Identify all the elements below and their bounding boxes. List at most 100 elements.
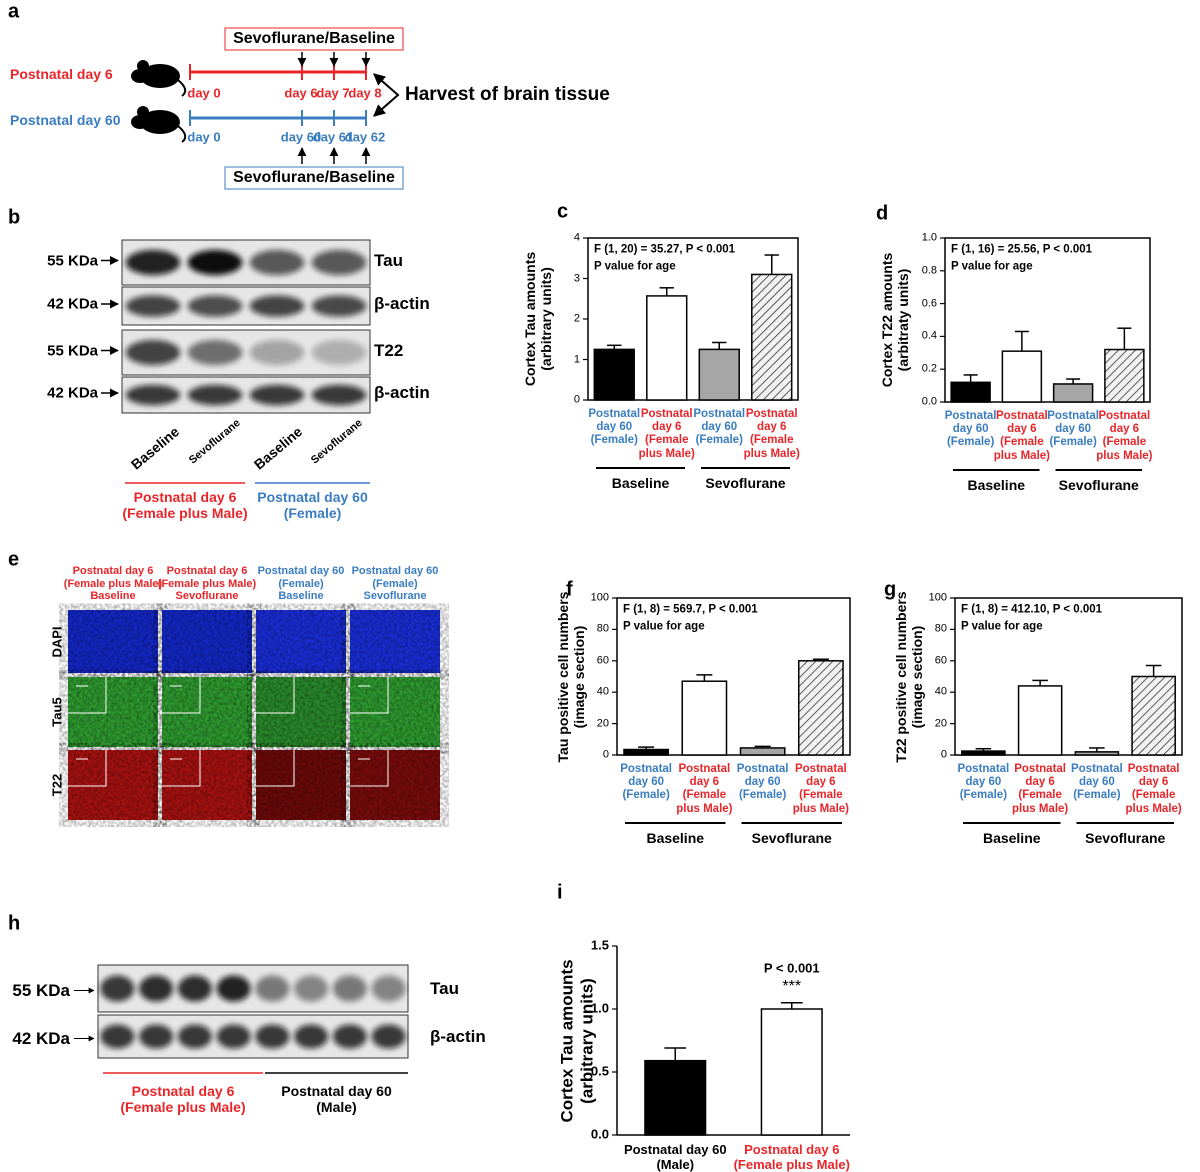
micrograph-texture bbox=[162, 750, 252, 820]
micrograph-texture bbox=[350, 610, 440, 673]
blot-band bbox=[311, 384, 367, 406]
protein-label: β-actin bbox=[374, 294, 430, 314]
row-label: T22 bbox=[49, 773, 65, 797]
bar bbox=[1074, 751, 1120, 756]
mw-label: 55 KDa bbox=[47, 341, 98, 359]
y-tick-label: 40 bbox=[934, 685, 947, 698]
y-tick-label: 1.5 bbox=[590, 937, 609, 953]
x-tick-label: Postnatal day 60 (Female) bbox=[736, 763, 789, 802]
bar bbox=[698, 348, 740, 401]
blot-band bbox=[371, 975, 406, 1002]
day-label: day 8 bbox=[348, 85, 382, 101]
x-tick-label: Postnatal day 60 (Female) bbox=[1070, 763, 1123, 802]
y-tick-label: 0 bbox=[573, 393, 580, 406]
bar bbox=[1131, 675, 1176, 756]
bar bbox=[760, 1008, 823, 1136]
y-tick-label: 0.0 bbox=[921, 395, 937, 408]
group-label: Sevoflurane bbox=[751, 829, 832, 846]
group-label: Baseline bbox=[982, 829, 1041, 846]
blot-band bbox=[249, 249, 305, 276]
blot-band bbox=[125, 339, 181, 366]
stat-note: P value for age bbox=[951, 260, 1033, 273]
group-label: Postnatal day 60 (Male) bbox=[281, 1082, 392, 1115]
blot-band bbox=[249, 384, 305, 406]
inset-box bbox=[162, 677, 201, 714]
blot-band bbox=[177, 975, 212, 1002]
blot-band bbox=[332, 1024, 367, 1049]
y-tick-label: 60 bbox=[596, 654, 609, 667]
bar bbox=[961, 750, 1006, 756]
protein-label: Tau bbox=[430, 978, 459, 998]
x-tick-label: Postnatal day 60 (Female) bbox=[1047, 410, 1100, 449]
day-label: day 62 bbox=[344, 129, 386, 145]
blot-band bbox=[187, 295, 243, 317]
blot-band bbox=[100, 1024, 135, 1049]
day-label: day 7 bbox=[316, 85, 350, 101]
protein-label: T22 bbox=[374, 340, 404, 360]
blot-band bbox=[216, 1024, 251, 1049]
y-tick-label: 60 bbox=[934, 654, 947, 667]
blot-band bbox=[125, 295, 181, 317]
y-tick-label: 0.4 bbox=[921, 330, 937, 343]
bar bbox=[751, 273, 793, 401]
row-label: DAPI bbox=[49, 625, 65, 658]
bar bbox=[1052, 383, 1094, 403]
blot-band bbox=[294, 975, 329, 1002]
blot-band bbox=[371, 1024, 406, 1049]
y-tick-label: 80 bbox=[934, 623, 947, 636]
x-tick-label: Postnatal day 60 (Male) bbox=[623, 1142, 727, 1172]
harvest-label: Harvest of brain tissue bbox=[405, 84, 610, 106]
mw-label: 42 KDa bbox=[12, 1028, 70, 1048]
bar bbox=[950, 381, 991, 403]
blot-band bbox=[125, 384, 181, 406]
plot-frame bbox=[944, 237, 1151, 403]
y-tick-label: 0 bbox=[602, 748, 609, 761]
panel-letter: f bbox=[566, 578, 573, 601]
x-tick-label: Postnatal day 60 (Female) bbox=[693, 408, 746, 447]
inset-box bbox=[256, 750, 295, 787]
micrograph-texture bbox=[68, 610, 158, 673]
blot-band bbox=[100, 975, 135, 1002]
plot-frame bbox=[616, 597, 851, 756]
x-tick-label: Postnatal day 6 (Female plus Male) bbox=[993, 410, 1050, 462]
group-label: Baseline bbox=[611, 474, 670, 491]
blot-band bbox=[177, 1024, 212, 1049]
blot-band bbox=[139, 1024, 174, 1049]
y-tick-label: 80 bbox=[596, 623, 609, 636]
mouse-icon bbox=[131, 60, 187, 97]
y-tick-label: 4 bbox=[573, 231, 580, 244]
y-axis-title: Cortex Tau amounts (arbitrary units) bbox=[557, 958, 596, 1123]
x-tick-label: Postnatal day 6 (Female plus Male) bbox=[638, 408, 695, 460]
x-tick-label: Postnatal day 6 (Female plus Male) bbox=[676, 763, 733, 815]
inset-box bbox=[350, 750, 389, 787]
y-axis-title: Cortex Tau amounts (arbitrary units) bbox=[521, 251, 554, 387]
micrograph-texture bbox=[68, 750, 158, 820]
column-label: Postnatal day 6 (Female plus Male) Sevof… bbox=[157, 565, 257, 603]
blot-band bbox=[216, 975, 251, 1002]
protein-label: Tau bbox=[374, 250, 403, 270]
micrograph-texture bbox=[162, 677, 252, 747]
inset-box bbox=[350, 677, 389, 714]
group-label: Sevoflurane bbox=[705, 474, 786, 491]
group-label: Baseline bbox=[967, 476, 1026, 493]
x-tick-label: Postnatal day 6 (Female plus Male) bbox=[1096, 410, 1153, 462]
column-label: Postnatal day 60 (Female) Sevoflurane bbox=[351, 565, 439, 603]
y-tick-label: 100 bbox=[928, 591, 947, 604]
blot-band bbox=[125, 249, 181, 276]
inset-box bbox=[68, 750, 107, 787]
micrograph-texture bbox=[256, 610, 346, 673]
stat-note: P value for age bbox=[961, 620, 1043, 633]
y-tick-label: 2 bbox=[573, 312, 580, 325]
x-tick-label: Postnatal day 60 (Female) bbox=[588, 408, 641, 447]
y-tick-label: 0.6 bbox=[921, 297, 937, 310]
treatment-label: Sevoflurane/Baseline bbox=[233, 168, 395, 186]
column-label: Postnatal day 60 (Female) Baseline bbox=[257, 565, 345, 603]
blot-band bbox=[249, 339, 305, 366]
mw-label: 42 KDa bbox=[47, 295, 98, 313]
y-tick-label: 0.8 bbox=[921, 264, 937, 277]
bar bbox=[1001, 350, 1043, 403]
group-label: Postnatal day 6 (Female plus Male) bbox=[122, 488, 248, 521]
panel-letter: b bbox=[8, 206, 21, 229]
